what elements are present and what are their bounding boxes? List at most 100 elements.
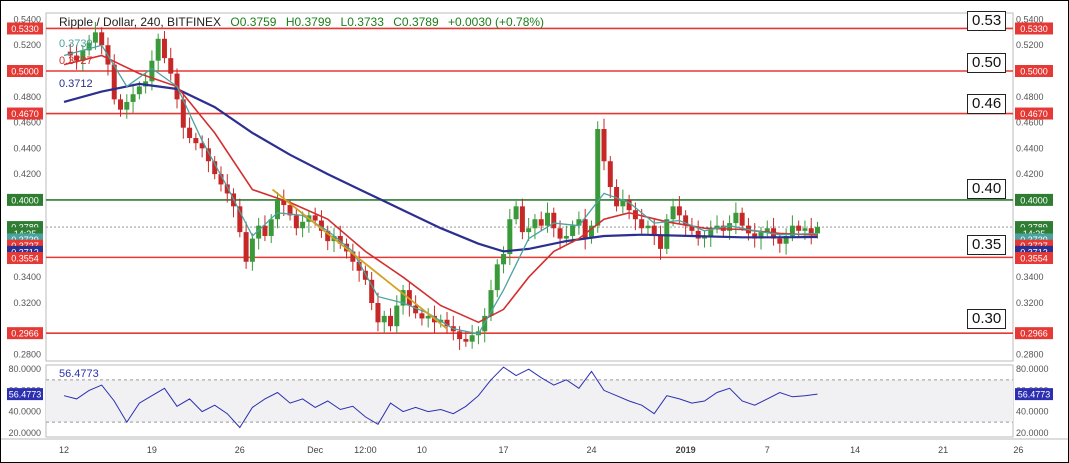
y-tick-right: 0.5200 — [1016, 40, 1044, 50]
candle-body — [789, 225, 795, 236]
candle-body — [312, 215, 318, 221]
candle-body — [124, 101, 130, 110]
candle-body — [262, 225, 268, 236]
candle-body — [193, 138, 199, 144]
candle-body — [212, 161, 218, 175]
candle-body — [86, 42, 92, 51]
candle-body — [808, 228, 814, 234]
candle-body — [155, 38, 161, 61]
left-price-tag: 0.3554 — [11, 254, 39, 264]
y-tick-right: 0.3400 — [1016, 272, 1044, 282]
candle-body — [582, 219, 588, 239]
candle-body — [205, 148, 211, 162]
y-tick-left: 0.4200 — [13, 169, 41, 179]
y-tick-right: 0.4800 — [1016, 92, 1044, 102]
left-price-tag: 0.4000 — [11, 195, 39, 205]
candle-body — [375, 303, 381, 323]
candle-body — [670, 206, 676, 220]
right-price-tag: 0.5330 — [1020, 24, 1048, 34]
candle-body — [796, 225, 802, 231]
rsi-line — [63, 366, 818, 429]
left-price-tag-bg — [7, 107, 43, 120]
level-box-040: 0.40 — [967, 179, 1007, 199]
rsi-tag-left-bg — [7, 388, 43, 401]
left-price-tag: 0.5330 — [11, 24, 39, 34]
candle-body — [513, 206, 519, 220]
left-price-tag: 0.4670 — [11, 109, 39, 119]
right-price-tag: 0.3554 — [1020, 254, 1048, 264]
x-tick-label: Dec — [307, 445, 324, 455]
candle-body — [356, 261, 362, 271]
x-tick-label: 14 — [850, 445, 860, 455]
left-price-tag-bg — [7, 65, 43, 77]
ma-value-label: 0.3727 — [59, 55, 93, 67]
candle-body — [739, 212, 745, 226]
candle-body — [689, 225, 695, 231]
candle-body — [419, 313, 425, 319]
y-tick-right: 0.4200 — [1016, 169, 1044, 179]
rsi-tick-right: 20.0000 — [1016, 428, 1049, 438]
candle-body — [199, 143, 205, 149]
candle-body — [551, 212, 557, 229]
rsi-tag-right-bg — [1015, 388, 1053, 401]
candle-body — [149, 60, 155, 82]
candle-body — [783, 235, 789, 244]
candle-body — [381, 315, 387, 323]
x-tick-label: 12:00 — [354, 445, 377, 455]
candle-body — [507, 219, 513, 255]
chart-header: Ripple / Dollar, 240, BITFINEX O0.3759 H… — [59, 15, 550, 29]
right-price-tag-bg — [1015, 193, 1053, 206]
ma-fast-line — [63, 44, 818, 335]
rsi-tick-left: 20.0000 — [8, 428, 41, 438]
ma-mid-line — [63, 54, 818, 324]
y-tick-left: 0.3400 — [13, 272, 41, 282]
candle-body — [394, 305, 400, 327]
candle-body — [74, 55, 80, 61]
candle-body — [494, 264, 500, 291]
x-tick-label: 21 — [938, 445, 948, 455]
candle-body — [243, 232, 249, 262]
left-price-tag-bg — [7, 252, 43, 265]
close-value: C0.3789 — [393, 15, 439, 29]
symbol-title[interactable]: Ripple / Dollar, 240, BITFINEX — [59, 15, 222, 29]
candle-body — [538, 219, 544, 226]
candle-body — [708, 228, 714, 236]
candle-body — [607, 161, 613, 187]
candle-body — [545, 212, 550, 226]
candle-body — [676, 206, 682, 216]
right-price-tag: 0.4000 — [1020, 195, 1048, 205]
x-tick-label: 26 — [1013, 445, 1023, 455]
candle-body — [557, 228, 563, 239]
candle-body — [457, 331, 463, 340]
candle-body — [187, 127, 193, 139]
y-tick-left: 0.5200 — [13, 40, 41, 50]
high-value: H0.3799 — [285, 15, 332, 29]
candle-body — [463, 339, 469, 342]
candle-body — [300, 221, 306, 229]
candle-body — [130, 94, 136, 102]
rsi-tick-left: 40.0000 — [8, 407, 41, 417]
candle-body — [400, 290, 406, 306]
right-price-tag: 0.2966 — [1020, 329, 1048, 339]
y-tick-right: 0.2800 — [1016, 350, 1044, 360]
right-price-tag-bg — [1015, 327, 1053, 340]
candle-body — [249, 238, 255, 262]
y-tick-left: 0.4600 — [13, 118, 41, 128]
candle-body — [180, 99, 186, 128]
candle-body — [651, 225, 657, 236]
candle-body — [218, 174, 224, 185]
candle-body — [526, 228, 532, 233]
candle-body — [639, 219, 645, 229]
rsi-band — [46, 379, 1013, 423]
rsi-tick-right: 40.0000 — [1016, 407, 1049, 417]
candle-body — [80, 50, 86, 61]
ma-slow-line — [63, 82, 818, 253]
y-tick-left: 0.4800 — [13, 92, 41, 102]
x-tick-label: 12 — [59, 445, 69, 455]
rsi-tick-left: 80.0000 — [8, 364, 41, 374]
candle-body — [595, 129, 601, 226]
candle-body — [733, 212, 739, 224]
candle-body — [425, 315, 431, 319]
candle-body — [488, 290, 494, 316]
candle-body — [413, 305, 419, 314]
